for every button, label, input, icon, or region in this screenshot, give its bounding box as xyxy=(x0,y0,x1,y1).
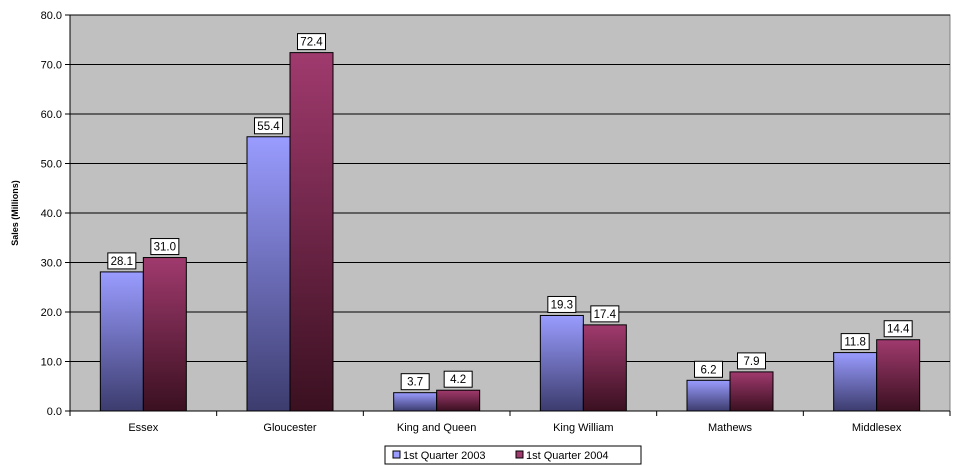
data-label-box xyxy=(254,117,283,135)
data-label: 72.4 xyxy=(300,37,323,49)
data-labels: 28.1 31.0 55.4 72.4 3.7 4.2 19.3 17.4 6.2 7.9 11.8… xyxy=(107,33,913,391)
data-label: 7.9 xyxy=(744,356,760,368)
bar-q1-2003 xyxy=(833,352,878,412)
bar-q1-2003 xyxy=(246,136,291,412)
x-category-label: King and Queen xyxy=(397,422,477,434)
legend-entry: 1st Quarter 2003 xyxy=(403,450,486,462)
legend-entry: 1st Quarter 2004 xyxy=(526,450,609,462)
x-category-label: Gloucester xyxy=(263,422,317,434)
x-category-label: Mathews xyxy=(708,422,753,434)
y-axis-label: Sales (Millions) xyxy=(10,180,20,246)
x-category-label: King William xyxy=(553,422,614,434)
bars xyxy=(99,52,921,412)
data-label: 31.0 xyxy=(154,242,176,254)
data-label-box xyxy=(547,295,577,313)
data-label: 55.4 xyxy=(257,121,280,133)
bar-q1-2003 xyxy=(393,392,438,412)
y-tick-label: 40.0 xyxy=(41,208,62,220)
legend: 1st Quarter 2003 1st Quarter 2004 xyxy=(384,445,642,465)
bar-q1-2004 xyxy=(876,339,921,412)
data-label-box xyxy=(737,352,766,370)
y-tick-label: 50.0 xyxy=(41,159,62,171)
y-tick-label: 10.0 xyxy=(41,357,62,369)
gridlines xyxy=(70,14,950,362)
y-tick-label: 30.0 xyxy=(41,258,62,270)
bar-q1-2003 xyxy=(686,379,731,412)
bar-q1-2004 xyxy=(729,371,774,412)
data-label: 19.3 xyxy=(551,299,573,311)
bar-q1-2004 xyxy=(142,257,187,412)
bar-q1-2004 xyxy=(582,324,627,412)
data-label: 6.2 xyxy=(701,364,717,376)
data-label-box xyxy=(694,360,723,378)
data-label-box xyxy=(443,370,473,388)
bar-q1-2004 xyxy=(436,389,481,412)
data-label-box xyxy=(297,33,326,51)
y-tick-label: 20.0 xyxy=(41,307,62,319)
data-label: 4.2 xyxy=(450,374,466,386)
data-label: 3.7 xyxy=(407,377,423,389)
bar-q1-2003 xyxy=(539,314,584,412)
x-category-label: Essex xyxy=(128,422,158,434)
legend-box xyxy=(384,445,642,465)
data-label-box xyxy=(107,252,137,270)
x-axis-categories: Essex Gloucester King and Queen King Willia… xyxy=(69,411,951,434)
legend-swatch xyxy=(392,450,401,459)
bar-q1-2003 xyxy=(99,271,144,412)
data-label: 14.4 xyxy=(887,324,910,336)
x-category-label: Middlesex xyxy=(852,422,902,434)
bar-q1-2004 xyxy=(289,52,334,412)
data-label: 28.1 xyxy=(111,256,133,268)
data-label: 17.4 xyxy=(594,309,617,321)
y-tick-label: 60.0 xyxy=(41,109,62,121)
legend-swatch xyxy=(515,450,524,459)
data-label-box xyxy=(400,373,430,391)
y-axis-ticks: 0.0 10.0 20.0 30.0 40.0 50.0 60.0 70.0 80.0 xyxy=(41,10,70,418)
y-tick-label: 70.0 xyxy=(41,60,62,72)
data-label-box xyxy=(590,305,620,323)
data-label-box xyxy=(883,320,913,338)
y-tick-label: 80.0 xyxy=(41,10,62,22)
y-tick-label: 0.0 xyxy=(47,406,62,418)
data-label-box xyxy=(840,333,870,351)
data-label-box xyxy=(150,238,180,256)
data-label: 11.8 xyxy=(844,337,866,349)
